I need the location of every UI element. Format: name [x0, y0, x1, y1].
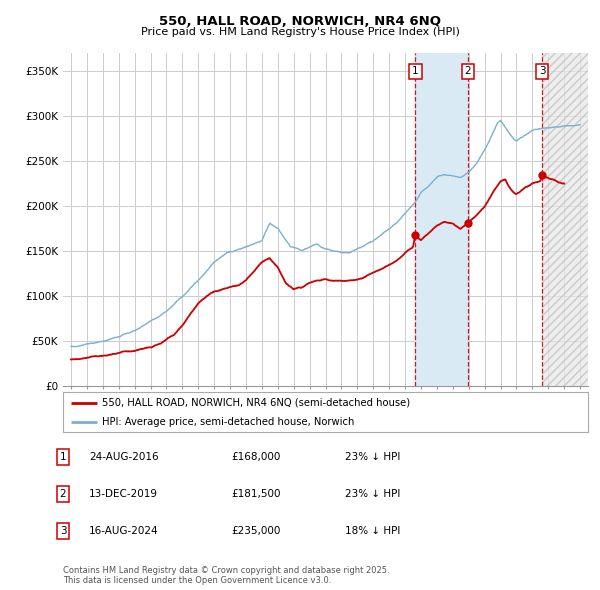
Text: 2: 2: [464, 67, 471, 77]
Text: 550, HALL ROAD, NORWICH, NR4 6NQ (semi-detached house): 550, HALL ROAD, NORWICH, NR4 6NQ (semi-d…: [103, 398, 410, 408]
Text: 18% ↓ HPI: 18% ↓ HPI: [345, 526, 400, 536]
Text: 550, HALL ROAD, NORWICH, NR4 6NQ: 550, HALL ROAD, NORWICH, NR4 6NQ: [159, 15, 441, 28]
Text: 3: 3: [59, 526, 67, 536]
Text: Contains HM Land Registry data © Crown copyright and database right 2025.
This d: Contains HM Land Registry data © Crown c…: [63, 566, 389, 585]
Text: 1: 1: [59, 453, 67, 462]
Text: 3: 3: [539, 67, 545, 77]
Text: 2: 2: [59, 489, 67, 499]
Text: £181,500: £181,500: [231, 489, 281, 499]
Bar: [542, 53, 588, 386]
Text: 1: 1: [412, 67, 419, 77]
Text: 24-AUG-2016: 24-AUG-2016: [89, 453, 158, 462]
Bar: [415, 53, 468, 386]
Text: Price paid vs. HM Land Registry's House Price Index (HPI): Price paid vs. HM Land Registry's House …: [140, 27, 460, 37]
Text: 23% ↓ HPI: 23% ↓ HPI: [345, 489, 400, 499]
Text: £168,000: £168,000: [231, 453, 280, 462]
Text: 23% ↓ HPI: 23% ↓ HPI: [345, 453, 400, 462]
Text: 13-DEC-2019: 13-DEC-2019: [89, 489, 158, 499]
Text: £235,000: £235,000: [231, 526, 280, 536]
Text: HPI: Average price, semi-detached house, Norwich: HPI: Average price, semi-detached house,…: [103, 417, 355, 427]
Text: 16-AUG-2024: 16-AUG-2024: [89, 526, 158, 536]
